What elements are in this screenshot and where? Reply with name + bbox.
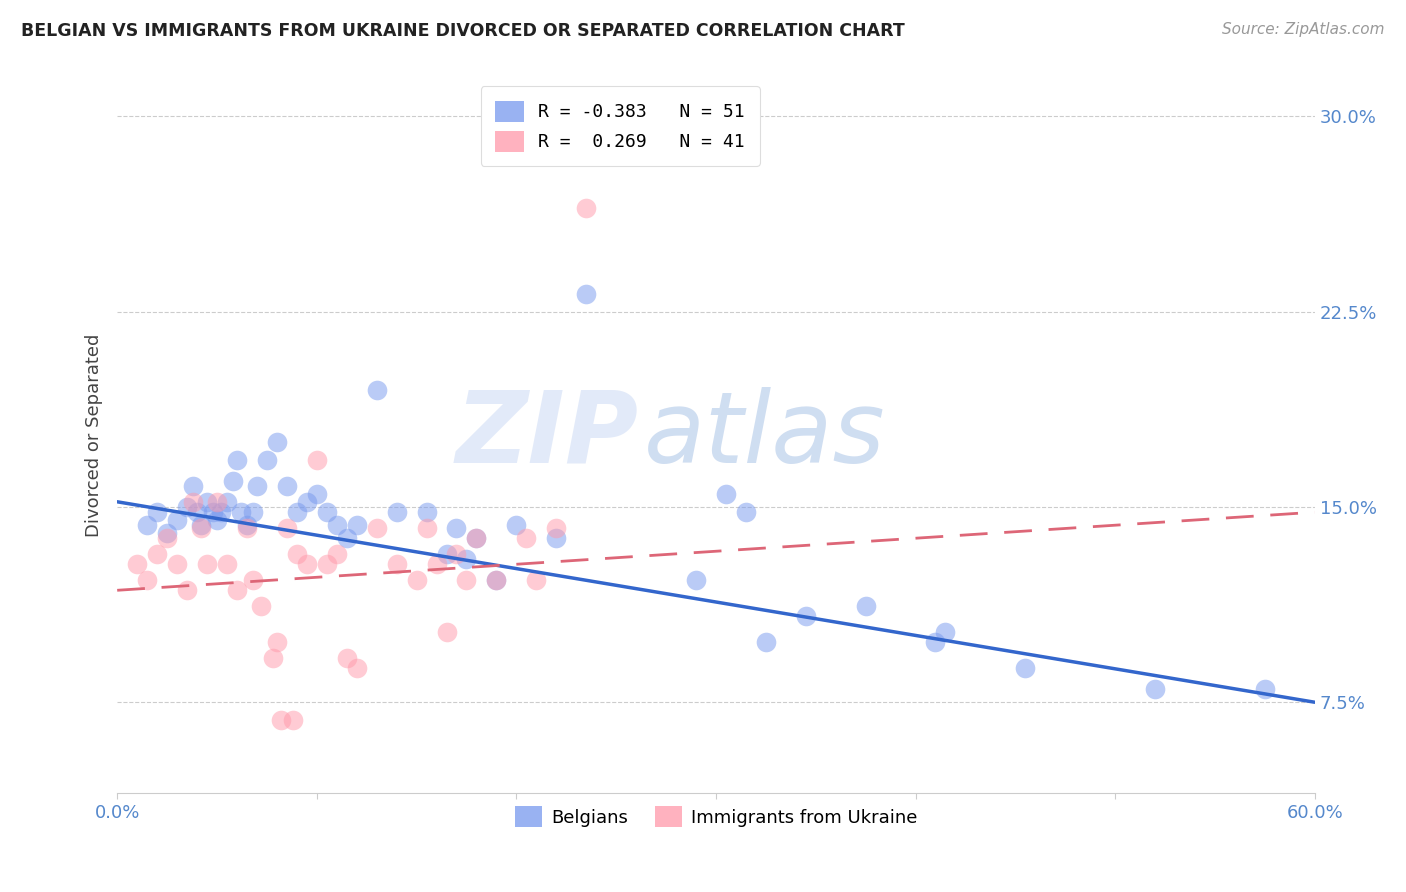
- Point: [246, 479, 269, 493]
- Point: [136, 573, 159, 587]
- Text: ZIP: ZIP: [456, 387, 638, 483]
- Point: [315, 505, 337, 519]
- Point: [385, 505, 408, 519]
- Point: [385, 558, 408, 572]
- Point: [276, 521, 298, 535]
- Point: [276, 479, 298, 493]
- Point: [181, 479, 204, 493]
- Point: [205, 513, 228, 527]
- Point: [1014, 661, 1036, 675]
- Point: [156, 531, 179, 545]
- Point: [270, 714, 292, 728]
- Point: [546, 531, 568, 545]
- Point: [229, 505, 252, 519]
- Point: [205, 495, 228, 509]
- Point: [446, 547, 468, 561]
- Point: [181, 495, 204, 509]
- Point: [266, 635, 288, 649]
- Point: [215, 558, 238, 572]
- Point: [346, 518, 368, 533]
- Point: [190, 518, 212, 533]
- Point: [166, 558, 188, 572]
- Point: [146, 547, 169, 561]
- Point: [1254, 682, 1277, 697]
- Point: [209, 505, 232, 519]
- Legend: Belgians, Immigrants from Ukraine: Belgians, Immigrants from Ukraine: [508, 799, 925, 834]
- Point: [415, 521, 437, 535]
- Point: [336, 651, 359, 665]
- Text: Source: ZipAtlas.com: Source: ZipAtlas.com: [1222, 22, 1385, 37]
- Point: [236, 518, 259, 533]
- Point: [190, 521, 212, 535]
- Point: [305, 453, 328, 467]
- Text: atlas: atlas: [644, 387, 886, 483]
- Point: [755, 635, 778, 649]
- Point: [714, 487, 737, 501]
- Point: [735, 505, 758, 519]
- Point: [366, 521, 388, 535]
- Point: [346, 661, 368, 675]
- Point: [176, 583, 198, 598]
- Point: [315, 558, 337, 572]
- Point: [485, 573, 508, 587]
- Point: [515, 531, 537, 545]
- Point: [136, 518, 159, 533]
- Point: [336, 531, 359, 545]
- Point: [285, 505, 308, 519]
- Point: [186, 505, 208, 519]
- Point: [242, 505, 264, 519]
- Point: [436, 547, 458, 561]
- Point: [405, 573, 427, 587]
- Point: [325, 547, 347, 561]
- Point: [575, 201, 598, 215]
- Point: [281, 714, 304, 728]
- Point: [166, 513, 188, 527]
- Point: [934, 624, 956, 639]
- Point: [236, 521, 259, 535]
- Point: [156, 526, 179, 541]
- Point: [201, 505, 224, 519]
- Point: [456, 552, 478, 566]
- Point: [1144, 682, 1167, 697]
- Point: [195, 495, 218, 509]
- Point: [226, 583, 249, 598]
- Point: [262, 651, 284, 665]
- Point: [305, 487, 328, 501]
- Point: [285, 547, 308, 561]
- Point: [855, 599, 877, 613]
- Point: [295, 558, 318, 572]
- Point: [266, 434, 288, 449]
- Point: [242, 573, 264, 587]
- Point: [485, 573, 508, 587]
- Y-axis label: Divorced or Separated: Divorced or Separated: [86, 334, 103, 537]
- Point: [505, 518, 527, 533]
- Point: [546, 521, 568, 535]
- Point: [524, 573, 547, 587]
- Point: [436, 624, 458, 639]
- Point: [465, 531, 488, 545]
- Point: [325, 518, 347, 533]
- Point: [446, 521, 468, 535]
- Point: [176, 500, 198, 514]
- Point: [222, 474, 245, 488]
- Point: [924, 635, 946, 649]
- Point: [465, 531, 488, 545]
- Point: [295, 495, 318, 509]
- Point: [146, 505, 169, 519]
- Point: [794, 609, 817, 624]
- Point: [256, 453, 278, 467]
- Point: [685, 573, 707, 587]
- Point: [575, 286, 598, 301]
- Point: [456, 573, 478, 587]
- Point: [127, 558, 149, 572]
- Point: [195, 558, 218, 572]
- Point: [366, 383, 388, 397]
- Point: [250, 599, 273, 613]
- Point: [226, 453, 249, 467]
- Point: [215, 495, 238, 509]
- Text: BELGIAN VS IMMIGRANTS FROM UKRAINE DIVORCED OR SEPARATED CORRELATION CHART: BELGIAN VS IMMIGRANTS FROM UKRAINE DIVOR…: [21, 22, 905, 40]
- Point: [415, 505, 437, 519]
- Point: [425, 558, 447, 572]
